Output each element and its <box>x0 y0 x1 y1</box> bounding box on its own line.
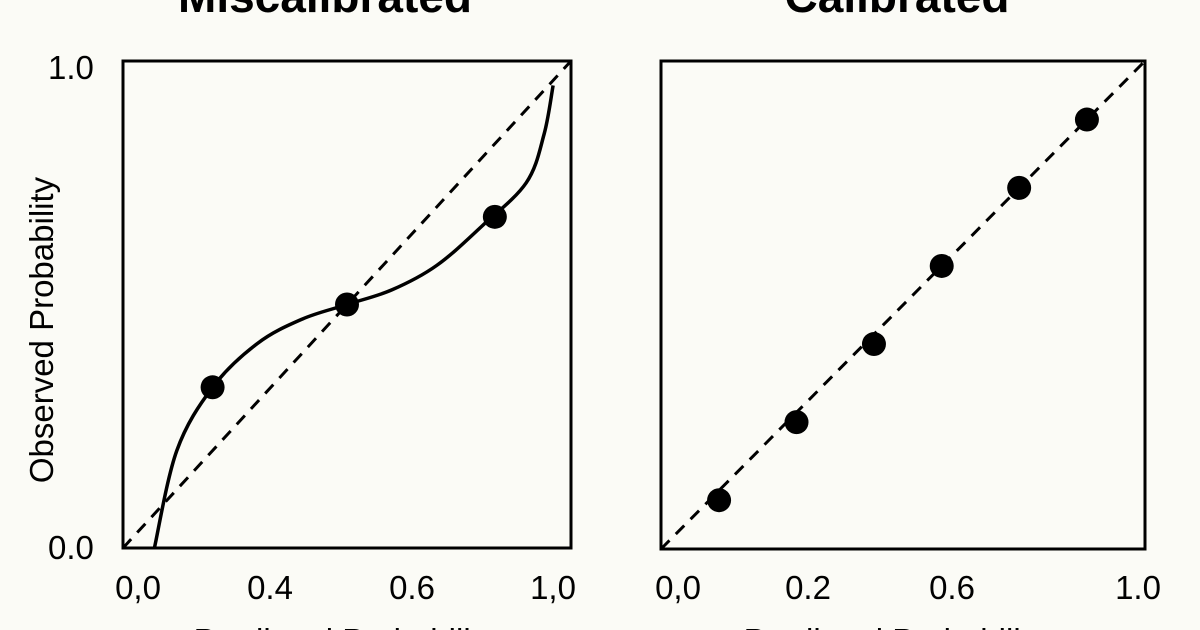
x-tick-label: 0,0 <box>115 569 161 606</box>
reference-diagonal <box>121 59 573 550</box>
data-point <box>335 292 359 317</box>
data-points <box>200 204 507 400</box>
data-point <box>784 410 809 435</box>
x-tick-label: 1.0 <box>1115 569 1161 606</box>
data-point <box>929 253 954 278</box>
calibration-curve <box>152 85 555 549</box>
x-tick-label: 1,0 <box>530 569 576 606</box>
calibrated-panel: Calibrated 0,0 0.2 0.6 1.0 Predicted Pro… <box>655 0 1161 630</box>
x-tick-label: 0.2 <box>785 569 831 606</box>
data-points <box>707 107 1099 513</box>
data-point <box>1007 175 1032 200</box>
data-point <box>861 332 886 357</box>
calibrated-title: Calibrated <box>785 0 1010 22</box>
y-tick-label-bottom: 0.0 <box>48 529 94 566</box>
data-point <box>1074 107 1099 132</box>
plot-frame <box>121 59 573 550</box>
y-tick-label-top: 1.0 <box>48 49 94 86</box>
reference-diagonal <box>659 59 1147 551</box>
miscalibrated-title: Miscalibrated <box>178 0 472 22</box>
plot-frame <box>659 59 1147 551</box>
data-point <box>482 204 507 229</box>
x-axis-label: Predicted Probability <box>194 622 497 630</box>
x-tick-label: 0.6 <box>929 569 975 606</box>
x-tick-label: 0.6 <box>389 569 435 606</box>
x-axis-label: Predicted Probability <box>744 622 1047 630</box>
data-point <box>200 375 225 400</box>
x-tick-label: 0.4 <box>247 569 293 606</box>
x-tick-label: 0,0 <box>655 569 701 606</box>
y-axis-label: Observed Probability <box>23 176 60 483</box>
data-point <box>707 488 732 513</box>
miscalibrated-panel: Miscalibrated Observed Probability 1.0 0… <box>23 0 576 630</box>
